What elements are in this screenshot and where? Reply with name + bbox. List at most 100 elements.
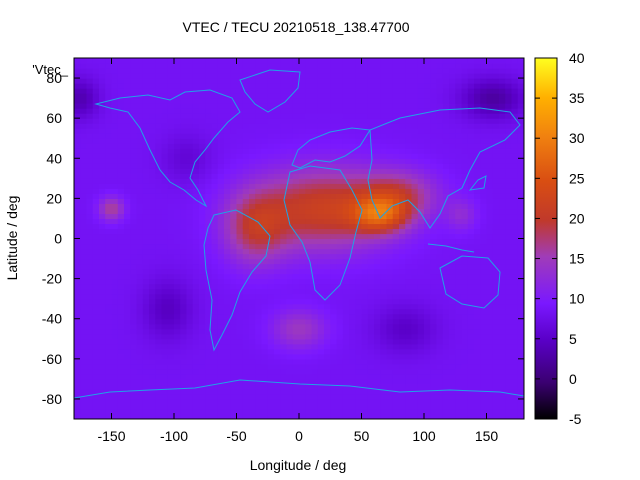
heatmap-cell bbox=[199, 343, 206, 350]
heatmap-cell bbox=[136, 153, 144, 159]
heatmap-cell bbox=[217, 103, 225, 109]
heatmap-cell bbox=[149, 403, 156, 410]
heatmap-cell bbox=[442, 108, 450, 114]
heatmap-cell bbox=[324, 238, 331, 245]
heatmap-cell bbox=[255, 68, 263, 74]
heatmap-cell bbox=[486, 373, 494, 380]
heatmap-cell bbox=[86, 403, 94, 410]
heatmap-cell bbox=[286, 253, 294, 260]
heatmap-cell bbox=[424, 408, 431, 415]
heatmap-cell bbox=[399, 263, 406, 270]
heatmap-cell bbox=[505, 303, 513, 310]
heatmap-cell bbox=[424, 333, 431, 340]
heatmap-cell bbox=[205, 68, 213, 74]
heatmap-cell bbox=[311, 253, 319, 260]
heatmap-cell bbox=[205, 328, 213, 335]
heatmap-cell bbox=[355, 313, 363, 320]
heatmap-cell bbox=[161, 328, 169, 335]
heatmap-cell bbox=[486, 328, 494, 335]
heatmap-cell bbox=[142, 258, 150, 265]
heatmap-cell bbox=[311, 268, 319, 275]
heatmap-cell bbox=[442, 218, 450, 225]
heatmap-cell bbox=[130, 188, 138, 194]
heatmap-cell bbox=[199, 373, 206, 380]
heatmap-cell bbox=[430, 178, 438, 184]
heatmap-cell bbox=[349, 163, 356, 169]
heatmap-cell bbox=[211, 373, 219, 380]
heatmap-cell bbox=[436, 298, 444, 305]
heatmap-cell bbox=[367, 303, 375, 310]
heatmap-cell bbox=[299, 268, 306, 275]
heatmap-cell bbox=[342, 328, 350, 335]
heatmap-cell bbox=[367, 398, 375, 405]
heatmap-cell bbox=[149, 383, 156, 390]
heatmap-cell bbox=[492, 333, 500, 340]
heatmap-cell bbox=[261, 213, 269, 220]
heatmap-cell bbox=[430, 118, 438, 124]
heatmap-cell bbox=[267, 98, 275, 104]
heatmap-cell bbox=[392, 218, 400, 225]
heatmap-cell bbox=[349, 308, 356, 315]
heatmap-cell bbox=[99, 63, 106, 69]
heatmap-cell bbox=[305, 233, 313, 240]
heatmap-cell bbox=[130, 223, 138, 230]
heatmap-cell bbox=[486, 268, 494, 275]
heatmap-cell bbox=[211, 378, 219, 385]
heatmap-cell bbox=[505, 313, 513, 320]
heatmap-cell bbox=[299, 288, 306, 295]
heatmap-cell bbox=[92, 278, 100, 285]
heatmap-cell bbox=[442, 118, 450, 124]
heatmap-cell bbox=[349, 218, 356, 225]
heatmap-cell bbox=[174, 303, 181, 310]
heatmap-cell bbox=[399, 68, 406, 74]
heatmap-cell bbox=[192, 323, 200, 330]
heatmap-cell bbox=[86, 58, 94, 64]
heatmap-cell bbox=[461, 208, 469, 215]
heatmap-cell bbox=[155, 188, 163, 194]
heatmap-cell bbox=[336, 233, 344, 240]
heatmap-cell bbox=[486, 198, 494, 204]
heatmap-cell bbox=[324, 113, 331, 119]
heatmap-cell bbox=[161, 303, 169, 310]
heatmap-cell bbox=[224, 168, 231, 174]
heatmap-cell bbox=[236, 363, 244, 370]
heatmap-cell bbox=[492, 358, 500, 365]
heatmap-cell bbox=[236, 323, 244, 330]
heatmap-cell bbox=[286, 373, 294, 380]
heatmap-cell bbox=[136, 383, 144, 390]
heatmap-cell bbox=[249, 148, 256, 154]
heatmap-cell bbox=[380, 373, 388, 380]
heatmap-cell bbox=[224, 263, 231, 270]
heatmap-cell bbox=[292, 243, 300, 250]
heatmap-cell bbox=[249, 293, 256, 300]
heatmap-cell bbox=[361, 138, 369, 144]
heatmap-cell bbox=[361, 363, 369, 370]
heatmap-cell bbox=[217, 343, 225, 350]
heatmap-cell bbox=[442, 178, 450, 184]
heatmap-cell bbox=[480, 253, 488, 260]
heatmap-cell bbox=[86, 153, 94, 159]
heatmap-cell bbox=[486, 148, 494, 154]
heatmap-cell bbox=[336, 348, 344, 355]
heatmap-cell bbox=[242, 283, 250, 290]
heatmap-cell bbox=[155, 348, 163, 355]
heatmap-cell bbox=[411, 268, 419, 275]
heatmap-cell bbox=[192, 238, 200, 245]
heatmap-cell bbox=[167, 78, 175, 84]
heatmap-cell bbox=[236, 233, 244, 240]
heatmap-cell bbox=[380, 213, 388, 220]
heatmap-cell bbox=[124, 318, 131, 325]
heatmap-cell bbox=[392, 393, 400, 400]
heatmap-cell bbox=[486, 63, 494, 69]
heatmap-cell bbox=[86, 383, 94, 390]
heatmap-cell bbox=[299, 98, 306, 104]
heatmap-cell bbox=[405, 278, 413, 285]
heatmap-cell bbox=[467, 108, 475, 114]
heatmap-cell bbox=[149, 298, 156, 305]
heatmap-cell bbox=[386, 403, 394, 410]
heatmap-cell bbox=[280, 243, 288, 250]
heatmap-cell bbox=[374, 228, 381, 235]
heatmap-cell bbox=[242, 208, 250, 215]
heatmap-cell bbox=[174, 138, 181, 144]
heatmap-cell bbox=[111, 258, 119, 265]
